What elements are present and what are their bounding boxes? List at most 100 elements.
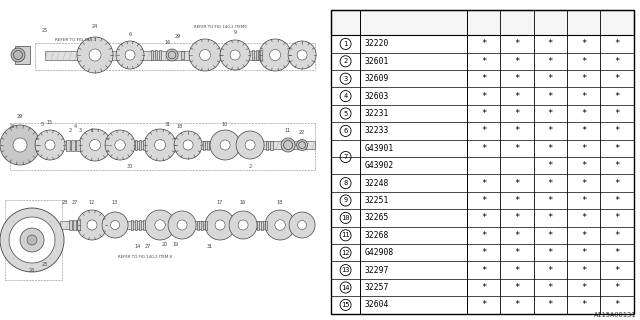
Text: *: * (548, 231, 553, 240)
Text: *: * (581, 39, 586, 48)
Text: *: * (481, 248, 486, 257)
Text: 32231: 32231 (365, 109, 389, 118)
Text: 27: 27 (145, 244, 151, 250)
Text: *: * (548, 39, 553, 48)
Text: *: * (614, 248, 620, 257)
Text: 8: 8 (515, 13, 519, 19)
Text: *: * (548, 57, 553, 66)
Circle shape (298, 220, 307, 229)
Text: *: * (581, 300, 586, 309)
Text: *: * (514, 39, 520, 48)
Circle shape (296, 140, 308, 150)
Circle shape (238, 220, 248, 230)
Text: 8: 8 (582, 13, 586, 19)
Text: 8: 8 (481, 13, 486, 19)
Text: 32257: 32257 (365, 283, 389, 292)
Text: G43902: G43902 (365, 161, 394, 170)
Circle shape (115, 140, 125, 150)
Text: 2: 2 (248, 164, 252, 170)
Bar (60, 221, 310, 229)
Text: 3: 3 (79, 127, 81, 132)
Text: 7: 7 (344, 154, 348, 160)
Text: *: * (481, 266, 486, 275)
Text: *: * (581, 92, 586, 100)
Circle shape (275, 220, 285, 230)
Text: *: * (514, 196, 520, 205)
Text: 15: 15 (341, 302, 350, 308)
Circle shape (27, 235, 37, 245)
Circle shape (79, 129, 111, 161)
Bar (67, 140, 70, 150)
Bar (77, 220, 79, 230)
Bar (139, 220, 141, 230)
Bar (203, 140, 205, 149)
Text: 32251: 32251 (365, 196, 389, 205)
Circle shape (297, 50, 307, 60)
Bar (266, 140, 269, 149)
Text: 32248: 32248 (365, 179, 389, 188)
Circle shape (189, 39, 221, 71)
Text: *: * (481, 39, 486, 48)
Text: 32297: 32297 (365, 266, 389, 275)
Circle shape (9, 217, 55, 263)
Text: *: * (514, 213, 520, 222)
Text: *: * (548, 213, 553, 222)
Text: 3: 3 (344, 76, 348, 82)
Text: *: * (614, 92, 620, 100)
Circle shape (144, 129, 176, 161)
Text: 13: 13 (341, 267, 350, 273)
Text: 4: 4 (74, 124, 77, 130)
Circle shape (205, 210, 235, 240)
Text: 5: 5 (40, 123, 44, 127)
Text: *: * (581, 196, 586, 205)
Text: *: * (614, 39, 620, 48)
Text: 32233: 32233 (365, 126, 389, 135)
Circle shape (111, 220, 120, 229)
Text: 30: 30 (127, 164, 133, 170)
Text: *: * (614, 213, 620, 222)
Text: 14: 14 (135, 244, 141, 250)
Text: *: * (481, 126, 486, 135)
Text: 29: 29 (175, 35, 181, 39)
Text: 25: 25 (42, 28, 48, 33)
Text: REFER TO FIG.169-1: REFER TO FIG.169-1 (55, 38, 97, 42)
Bar (45, 51, 305, 60)
Text: A115A00131: A115A00131 (595, 312, 637, 318)
Text: *: * (581, 266, 586, 275)
Text: 2: 2 (344, 58, 348, 64)
Text: 20: 20 (162, 243, 168, 247)
Circle shape (0, 125, 40, 165)
Text: *: * (614, 196, 620, 205)
Text: 27: 27 (72, 201, 78, 205)
Text: *: * (514, 300, 520, 309)
Text: *: * (581, 231, 586, 240)
Text: *: * (614, 74, 620, 83)
Circle shape (90, 140, 100, 150)
Text: 18: 18 (177, 124, 183, 130)
Circle shape (105, 130, 135, 160)
Text: *: * (581, 57, 586, 66)
Text: *: * (581, 213, 586, 222)
Circle shape (35, 130, 65, 160)
Text: *: * (614, 126, 620, 135)
Text: *: * (614, 300, 620, 309)
Bar (260, 50, 262, 60)
Circle shape (45, 140, 55, 150)
Text: *: * (481, 144, 486, 153)
Bar (131, 220, 134, 230)
Text: 4: 4 (344, 93, 348, 99)
Text: *: * (581, 109, 586, 118)
Text: 16: 16 (165, 39, 171, 44)
Bar (155, 50, 157, 60)
Text: 32609: 32609 (365, 74, 389, 83)
Bar (332, 10, 634, 35)
Circle shape (125, 50, 135, 60)
Circle shape (20, 228, 44, 252)
Bar (205, 220, 207, 229)
Text: *: * (514, 126, 520, 135)
Bar (139, 140, 141, 150)
Circle shape (154, 140, 166, 150)
Text: 10: 10 (222, 123, 228, 127)
Text: *: * (548, 161, 553, 170)
Circle shape (166, 49, 178, 61)
